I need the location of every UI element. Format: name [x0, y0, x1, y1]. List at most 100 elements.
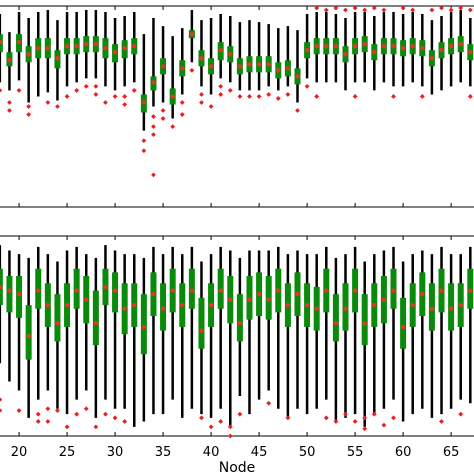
top-outlier-49-42 — [295, 108, 300, 113]
top-box-node-55 — [352, 12, 359, 83]
bottom-median-63 — [429, 306, 435, 311]
top-box-node-43 — [236, 22, 243, 91]
top-outlier-20-3 — [16, 88, 22, 93]
top-median-37 — [180, 66, 185, 71]
bottom-outlier-18-0 — [0, 397, 3, 402]
bottom-box-node-22 — [35, 246, 42, 400]
bottom-median-34 — [151, 291, 156, 297]
bottom-box-node-26 — [73, 246, 80, 400]
bottom-outlier-25-8 — [64, 424, 70, 430]
top-median-27 — [84, 41, 89, 47]
top-outlier-33-19 — [141, 148, 147, 154]
top-box-node-22 — [35, 12, 42, 97]
bottom-box-33 — [140, 294, 147, 355]
bottom-median-38 — [189, 288, 195, 293]
top-box-node-62 — [419, 14, 426, 87]
top-box-node-21 — [25, 18, 32, 103]
bottom-box-node-19 — [6, 250, 13, 382]
top-median-52 — [324, 44, 329, 49]
bottom-outlier-43-20 — [237, 411, 243, 417]
top-box-node-27 — [83, 10, 90, 79]
bottom-outlier-42-18 — [227, 433, 233, 439]
top-median-45 — [256, 62, 262, 67]
bottom-box-node-20 — [16, 254, 23, 391]
bottom-box-53 — [332, 294, 339, 342]
bottom-outlier-55-26 — [352, 419, 358, 424]
top-outlier-52-46 — [323, 7, 329, 13]
top-box-node-48 — [284, 26, 291, 87]
top-outlier-41-34 — [218, 92, 224, 97]
top-median-59 — [391, 44, 396, 49]
top-median-48 — [285, 66, 291, 71]
bottom-outlier-56-28 — [362, 426, 368, 432]
top-median-49 — [295, 74, 300, 79]
xtick-label-45: 45 — [251, 445, 268, 460]
top-box-node-60 — [400, 14, 407, 87]
bottom-median-56 — [362, 321, 367, 326]
bottom-box-43 — [236, 294, 243, 342]
top-box-node-25 — [64, 12, 71, 87]
top-median-64 — [439, 48, 444, 53]
top-outlier-18-0 — [0, 88, 3, 93]
bottom-box-20 — [16, 276, 23, 318]
bottom-outlier-41-17 — [218, 419, 224, 424]
bottom-box-node-65 — [448, 254, 455, 409]
bottom-median-22 — [36, 288, 41, 293]
bottom-median-48 — [285, 302, 291, 308]
top-median-62 — [420, 46, 425, 51]
top-box-node-58 — [380, 12, 387, 83]
bottom-median-64 — [439, 288, 444, 293]
bottom-box-60 — [400, 297, 407, 349]
bottom-median-26 — [74, 288, 79, 293]
bottom-median-21 — [26, 333, 31, 339]
top-median-58 — [381, 44, 387, 49]
bottom-box-node-63 — [428, 254, 435, 418]
bottom-median-18 — [0, 284, 3, 290]
bottom-median-40 — [208, 302, 214, 308]
top-median-40 — [208, 64, 214, 69]
top-outlier-40-32 — [208, 104, 214, 109]
bottom-median-50 — [304, 302, 310, 308]
top-box-node-53 — [332, 14, 339, 83]
top-outlier-56-51 — [362, 7, 368, 13]
top-box-node-63 — [428, 20, 435, 95]
bottom-box-node-54 — [342, 254, 349, 418]
top-median-29 — [103, 46, 108, 51]
top-box-node-51 — [313, 12, 320, 83]
bottom-median-37 — [180, 302, 185, 308]
top-outlier-44-37 — [247, 94, 252, 99]
bottom-median-33 — [141, 324, 147, 330]
top-median-26 — [74, 44, 79, 49]
top-median-34 — [151, 80, 156, 85]
top-outlier-55-50 — [352, 94, 358, 99]
top-outlier-60-55 — [400, 5, 406, 11]
top-median-61 — [410, 44, 415, 49]
bottom-box-node-31 — [121, 254, 128, 409]
bottom-box-node-67 — [467, 246, 474, 404]
bottom-median-53 — [333, 321, 339, 326]
bottom-box-node-59 — [390, 246, 397, 400]
bottom-box-node-44 — [246, 250, 253, 415]
bottom-box-node-37 — [179, 254, 186, 418]
bottom-box-node-46 — [265, 250, 272, 391]
bottom-median-39 — [199, 328, 204, 333]
bottom-outlier-42-19 — [227, 424, 233, 430]
top-median-20 — [16, 39, 22, 45]
top-box-node-59 — [390, 12, 397, 87]
bottom-box-node-56 — [361, 261, 368, 427]
top-median-35 — [160, 64, 166, 69]
top-outlier-51-44 — [314, 5, 320, 11]
top-box-node-54 — [342, 18, 349, 91]
bottom-box-39 — [198, 297, 205, 349]
bottom-outlier-39-15 — [199, 415, 204, 421]
bottom-median-43 — [237, 321, 243, 326]
x-axis-ticks: 20 25 30 35 40 45 50 55 60 65 — [11, 445, 460, 460]
top-outlier-34-22 — [151, 132, 156, 138]
bottom-outlier-31-14 — [122, 419, 128, 424]
top-box-node-38 — [188, 10, 195, 63]
bottom-outlier-30-13 — [112, 415, 118, 421]
top-median-22 — [36, 46, 41, 51]
bottom-panel — [0, 235, 474, 439]
top-outlier-50-43 — [304, 84, 310, 89]
top-median-24 — [55, 56, 60, 61]
